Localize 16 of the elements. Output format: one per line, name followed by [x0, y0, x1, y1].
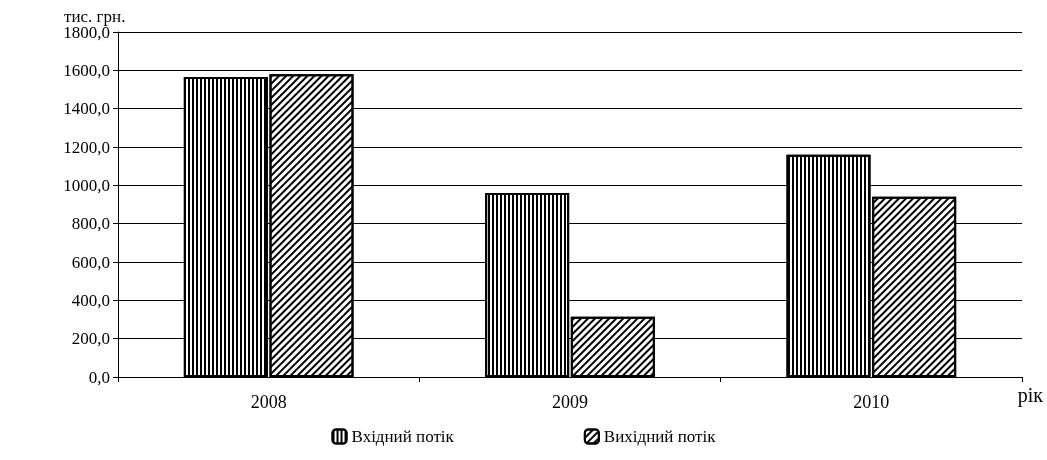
legend-label: Вхідний потік — [351, 427, 455, 446]
x-tick-label: 2010 — [853, 392, 890, 412]
y-tick-label: 1000,0 — [63, 175, 110, 195]
y-tick-label: 0,0 — [88, 367, 110, 387]
y-tick-label: 600,0 — [71, 252, 110, 272]
y-tick-label: 400,0 — [71, 290, 110, 310]
legend-label: Вихідний потік — [603, 427, 717, 446]
y-tick-label: 1600,0 — [63, 60, 110, 80]
y-axis-title: тис. грн. — [64, 7, 126, 26]
x-axis-title: рік — [1017, 384, 1044, 407]
y-tick-label: 1400,0 — [63, 99, 110, 119]
x-tick-label: 2008 — [250, 392, 287, 412]
y-tick-label: 200,0 — [71, 329, 110, 349]
x-tick-label: 2009 — [552, 392, 588, 412]
y-tick-label: 800,0 — [71, 214, 110, 234]
y-tick-label: 1200,0 — [63, 137, 110, 157]
